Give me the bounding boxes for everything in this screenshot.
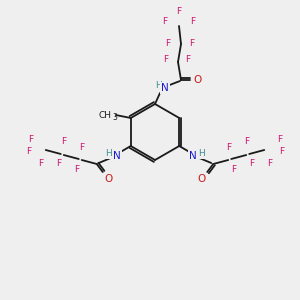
Text: F: F [249,160,254,169]
Text: F: F [189,38,195,47]
Text: F: F [38,158,43,167]
Text: 3: 3 [113,113,118,122]
Text: H: H [198,149,205,158]
Text: F: F [165,38,171,47]
Text: F: F [28,136,33,145]
Text: F: F [61,137,66,146]
Text: F: F [279,148,284,157]
Text: F: F [164,56,169,64]
Text: F: F [162,16,168,26]
Text: O: O [105,174,113,184]
Text: F: F [190,16,196,26]
Text: F: F [231,164,236,173]
Text: F: F [267,158,272,167]
Text: O: O [197,174,206,184]
Text: F: F [79,142,84,152]
Text: F: F [176,8,181,16]
Text: F: F [244,137,249,146]
Text: F: F [226,142,231,152]
Text: H: H [154,82,161,91]
Text: N: N [113,151,121,161]
Text: O: O [194,75,202,85]
Text: F: F [185,56,190,64]
Text: CH: CH [99,110,112,119]
Text: N: N [161,83,169,93]
Text: H: H [105,149,112,158]
Text: F: F [277,136,282,145]
Text: F: F [56,160,61,169]
Text: F: F [74,164,79,173]
Text: F: F [26,148,31,157]
Text: N: N [189,151,197,161]
